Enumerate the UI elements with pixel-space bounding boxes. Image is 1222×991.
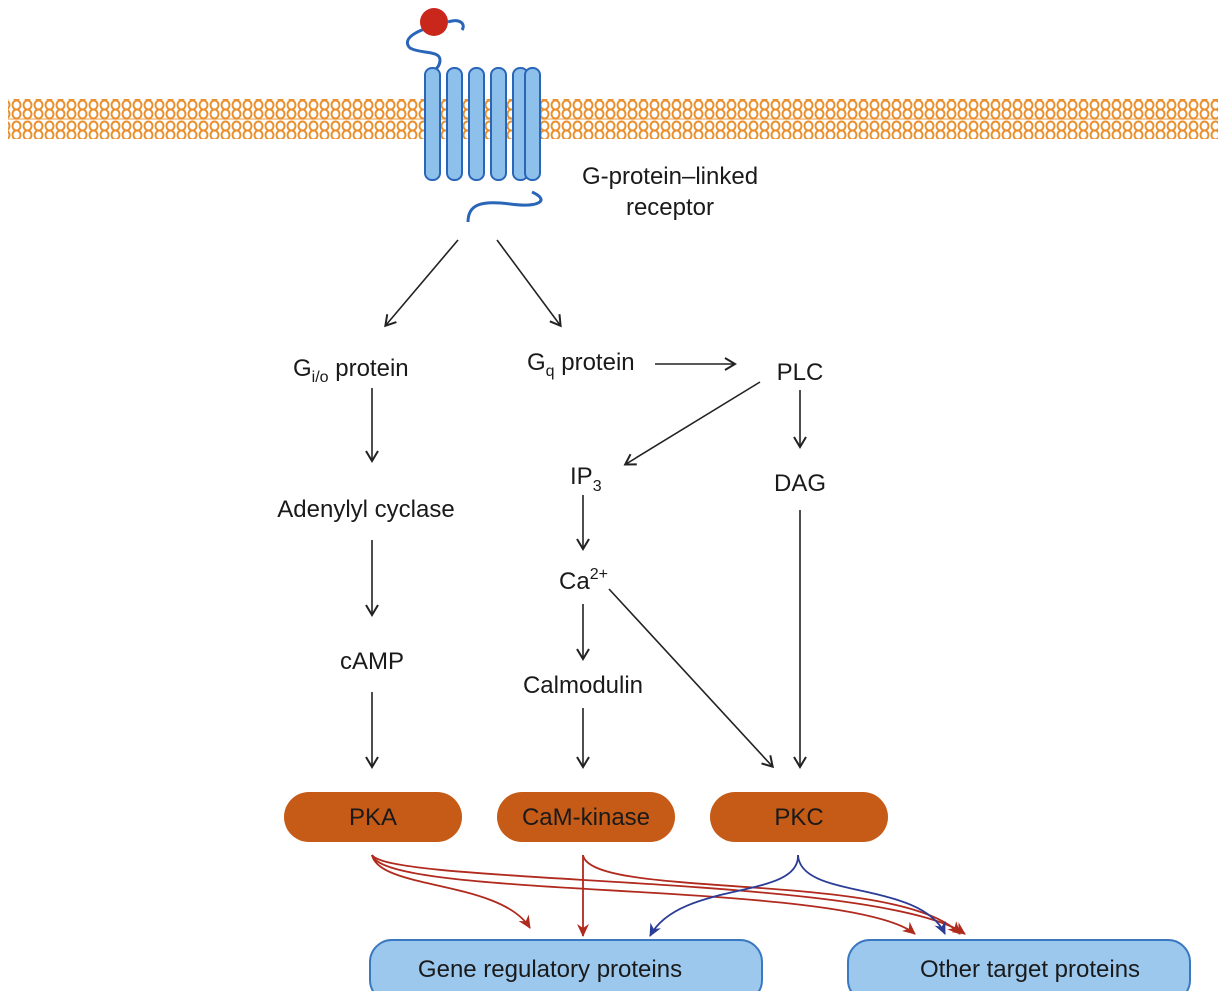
calcium-label: Ca2+ — [559, 566, 608, 595]
gio-protein-label: Gi/o protein — [293, 355, 409, 386]
arrow-plc-to-ip3 — [623, 381, 761, 466]
camp-label: cAMP — [340, 648, 404, 675]
arrow-pka-to-other-2 — [371, 854, 966, 935]
gene-regulatory-proteins-box: Gene regulatory proteins — [369, 939, 763, 991]
g-protein-linked-receptor — [406, 8, 543, 223]
arrow-pkc-to-other — [797, 854, 946, 935]
cell-membrane — [8, 99, 1218, 139]
arrow-receptor-to-gq — [496, 239, 562, 328]
other-target-proteins-box: Other target proteins — [847, 939, 1191, 991]
pka-label: PKA — [349, 804, 397, 831]
gene-regulatory-proteins-label: Gene regulatory proteins — [418, 956, 682, 983]
arrow-receptor-to-gio — [384, 239, 459, 328]
dag-label: DAG — [774, 470, 826, 497]
arrow-pka-to-other-1 — [371, 854, 916, 935]
pathway-arrows — [365, 239, 807, 769]
ip3-label: IP3 — [570, 463, 602, 495]
pka-box: PKA — [284, 792, 462, 842]
receptor-label-line2: receptor — [626, 194, 714, 221]
arrow-pka-to-gene — [371, 854, 531, 929]
calmodulin-label: Calmodulin — [523, 672, 643, 699]
pkc-label: PKC — [774, 804, 823, 831]
adenylyl-cyclase-label: Adenylyl cyclase — [277, 496, 454, 523]
plc-label: PLC — [777, 359, 824, 386]
arrow-camk-to-other — [582, 854, 961, 935]
pkc-box: PKC — [710, 792, 888, 842]
arrow-pkc-to-gene — [649, 854, 799, 937]
gq-protein-label: Gq protein — [527, 349, 635, 380]
other-target-proteins-label: Other target proteins — [920, 956, 1140, 983]
receptor-label-line1: G-protein–linked — [582, 163, 758, 190]
pkc-to-target-arrows — [649, 854, 946, 937]
ligand — [420, 8, 448, 36]
kinase-to-target-arrows — [371, 854, 966, 937]
camk-box: CaM-kinase — [497, 792, 675, 842]
arrow-ca-to-pkc — [608, 588, 774, 769]
camk-label: CaM-kinase — [522, 804, 650, 831]
